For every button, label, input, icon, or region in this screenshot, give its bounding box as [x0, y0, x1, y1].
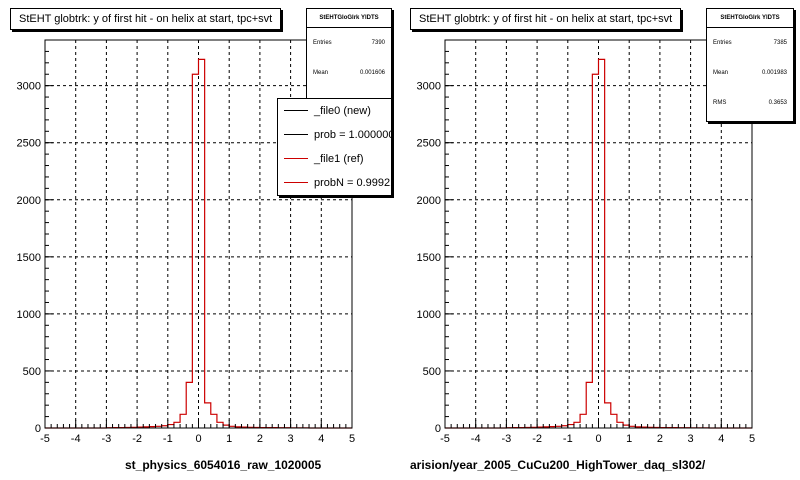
y-tick-label: 500 [23, 366, 41, 378]
right-stats-name: StEHTGloGlrk YlDTS [707, 9, 793, 28]
legend-entry: _file0 (new) [278, 99, 391, 123]
left-stats-name: StEHTGloGlrk YlDTS [307, 9, 391, 28]
x-tick-label: 5 [349, 433, 355, 445]
y-tick-label: 1000 [17, 309, 41, 321]
x-tick-label: -2 [132, 433, 142, 445]
left-stats-mean-value: 0.001606 [359, 70, 385, 76]
x-tick-label: 2 [257, 433, 263, 445]
left-x-axis-label: st_physics_6054016_raw_1020005 [125, 458, 322, 472]
x-tick-label: 0 [595, 433, 601, 445]
legend-entry: probN = 0.999218 [278, 171, 391, 195]
y-tick-label: 2500 [417, 138, 441, 150]
x-tick-label: 3 [688, 433, 694, 445]
left-stats-mean-label: Mean [313, 70, 329, 76]
legend-swatch [284, 134, 308, 135]
legend-label: _file0 (new) [314, 105, 371, 117]
y-tick-label: 2000 [17, 195, 41, 207]
legend-entry: _file1 (ref) [278, 147, 391, 171]
right-stats-mean-label: Mean [713, 70, 729, 76]
legend-label: prob = 1.000000 [314, 129, 392, 141]
x-tick-label: -2 [532, 433, 542, 445]
x-tick-label: 4 [318, 433, 324, 445]
right-stats-rms-label: RMS [713, 100, 727, 106]
x-tick-label: -4 [71, 433, 81, 445]
x-tick-label: -3 [102, 433, 112, 445]
right-chart-title-box: StEHT globtrk: y of first hit - on helix… [410, 8, 682, 30]
right-stats-box: StEHTGloGlrk YlDTS Entries 7385 Mean 0.0… [706, 8, 794, 122]
left-stats-entries-value: 7390 [371, 40, 385, 46]
x-tick-label: 5 [749, 433, 755, 445]
right-x-axis-label: arision/year_2005_CuCu200_HighTower_daq_… [410, 458, 706, 472]
legend-swatch [284, 158, 308, 159]
x-tick-label: 1 [226, 433, 232, 445]
x-tick-label: 1 [626, 433, 632, 445]
x-tick-label: -1 [563, 433, 573, 445]
left-stats-box: StEHTGloGlrk YlDTS Entries 7390 Mean 0.0… [306, 8, 392, 114]
right-stats-entries-value: 7385 [773, 40, 787, 46]
x-tick-label: -3 [502, 433, 512, 445]
legend-label: _file1 (ref) [314, 153, 364, 165]
x-tick-label: 0 [195, 433, 201, 445]
right-stats-mean-value: 0.001983 [761, 70, 787, 76]
right-stats-entries-label: Entries [713, 40, 732, 46]
legend-swatch [284, 110, 308, 111]
legend-entry: prob = 1.000000 [278, 123, 391, 147]
x-tick-label: 4 [718, 433, 724, 445]
y-tick-label: 3000 [417, 81, 441, 93]
legend-box: _file0 (new) prob = 1.000000 _file1 (ref… [277, 98, 392, 196]
x-tick-label: -1 [163, 433, 173, 445]
y-tick-label: 1000 [417, 309, 441, 321]
left-chart-title-box: StEHT globtrk: y of first hit - on helix… [10, 8, 282, 30]
left-chart-title: StEHT globtrk: y of first hit - on helix… [19, 13, 273, 25]
legend-swatch [284, 182, 308, 183]
x-tick-label: -4 [471, 433, 481, 445]
left-stats-entries-label: Entries [313, 40, 332, 46]
right-stats-rms-value: 0.3653 [768, 100, 787, 106]
y-tick-label: 500 [423, 366, 441, 378]
y-tick-label: 0 [435, 423, 441, 435]
y-tick-label: 1500 [417, 252, 441, 264]
y-tick-label: 0 [35, 423, 41, 435]
x-tick-label: -5 [440, 433, 450, 445]
x-tick-label: -5 [40, 433, 50, 445]
legend-label: probN = 0.999218 [314, 177, 391, 189]
y-tick-label: 2000 [417, 195, 441, 207]
x-tick-label: 3 [288, 433, 294, 445]
x-tick-label: 2 [657, 433, 663, 445]
right-chart-title: StEHT globtrk: y of first hit - on helix… [419, 13, 673, 25]
y-tick-label: 1500 [17, 252, 41, 264]
y-tick-label: 3000 [17, 81, 41, 93]
y-tick-label: 2500 [17, 138, 41, 150]
